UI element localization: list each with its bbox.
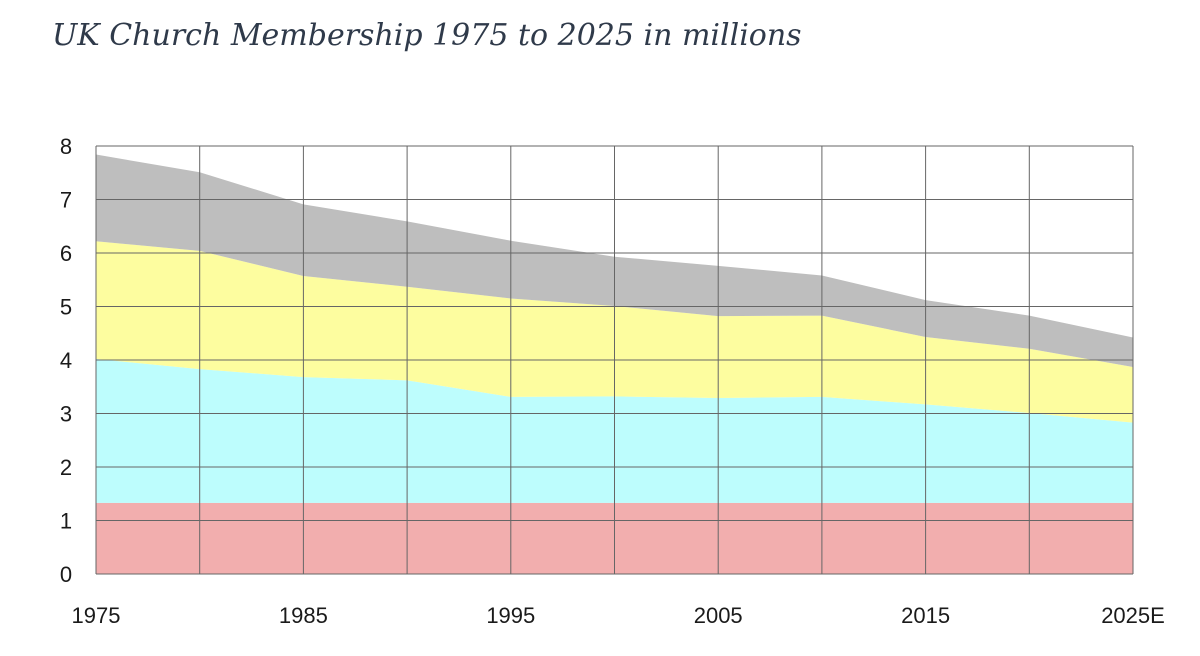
x-tick-label: 1975 [72,603,121,628]
y-tick-label: 4 [60,348,72,373]
y-tick-label: 8 [60,134,72,159]
x-tick-label: 2025E [1101,603,1165,628]
y-tick-label: 3 [60,402,72,427]
y-axis-ticks: 0 1 2 3 4 5 6 7 8 [60,134,72,587]
y-tick-label: 0 [60,562,72,587]
y-tick-label: 6 [60,241,72,266]
x-tick-label: 2015 [901,603,950,628]
y-tick-label: 2 [60,455,72,480]
x-tick-label: 1985 [279,603,328,628]
y-tick-label: 1 [60,509,72,534]
y-tick-label: 7 [60,188,72,213]
y-tick-label: 5 [60,295,72,320]
chart-title: UK Church Membership 1975 to 2025 in mil… [52,18,802,53]
x-tick-label: 1995 [486,603,535,628]
x-axis-ticks: 1975 1985 1995 2005 2015 2025E [72,603,1165,628]
gridlines [95,145,1134,575]
x-tick-label: 2005 [694,603,743,628]
